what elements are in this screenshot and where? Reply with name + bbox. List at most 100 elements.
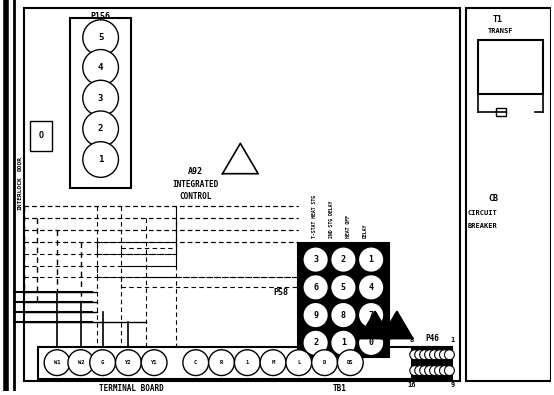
Polygon shape <box>359 312 391 339</box>
Circle shape <box>358 330 384 356</box>
Bar <box>367 265 381 304</box>
Polygon shape <box>223 143 258 174</box>
Text: D: D <box>323 360 326 365</box>
Bar <box>307 265 321 304</box>
Text: 3: 3 <box>352 311 356 316</box>
Circle shape <box>141 350 167 376</box>
Bar <box>24 8 460 382</box>
Bar <box>70 18 131 188</box>
Circle shape <box>303 302 329 328</box>
Text: CB: CB <box>488 194 498 203</box>
Text: 1: 1 <box>368 255 373 264</box>
Text: 9: 9 <box>313 310 318 320</box>
Text: 9: 9 <box>450 382 454 388</box>
Text: L: L <box>297 360 300 365</box>
Circle shape <box>260 350 286 376</box>
Text: P46: P46 <box>425 334 439 343</box>
Text: 2: 2 <box>332 311 336 316</box>
Circle shape <box>444 366 454 376</box>
Text: CIRCUIT: CIRCUIT <box>467 210 497 216</box>
Text: TB1: TB1 <box>332 384 346 393</box>
Text: 2ND STG DELAY: 2ND STG DELAY <box>329 200 334 238</box>
Bar <box>38 347 439 378</box>
Circle shape <box>234 350 260 376</box>
Text: 2: 2 <box>341 255 346 264</box>
Text: 0: 0 <box>368 339 373 347</box>
Text: 2: 2 <box>98 124 103 133</box>
Text: 16: 16 <box>408 382 416 388</box>
Circle shape <box>358 275 384 300</box>
Text: 3: 3 <box>98 94 103 103</box>
Circle shape <box>90 350 115 376</box>
Text: INTERLOCK: INTERLOCK <box>18 176 23 210</box>
Text: DELAY: DELAY <box>363 224 368 238</box>
Circle shape <box>429 366 439 376</box>
Circle shape <box>358 302 384 328</box>
Circle shape <box>303 247 329 273</box>
Circle shape <box>83 111 119 147</box>
Text: 4: 4 <box>98 63 103 72</box>
Text: 1: 1 <box>450 337 454 343</box>
Circle shape <box>183 350 209 376</box>
Circle shape <box>331 247 356 273</box>
Text: 8: 8 <box>341 310 346 320</box>
Bar <box>412 347 453 378</box>
Circle shape <box>331 302 356 328</box>
Circle shape <box>303 330 329 356</box>
Circle shape <box>410 350 420 360</box>
Circle shape <box>286 350 312 376</box>
Text: T-STAT HEAT STG: T-STAT HEAT STG <box>312 195 317 238</box>
Text: 2: 2 <box>313 339 318 347</box>
Circle shape <box>44 350 70 376</box>
Circle shape <box>83 49 119 85</box>
Circle shape <box>429 350 439 360</box>
Text: W2: W2 <box>78 360 84 365</box>
Circle shape <box>331 330 356 356</box>
Text: C: C <box>194 360 197 365</box>
Text: 2: 2 <box>395 324 398 329</box>
Bar <box>300 263 387 307</box>
Bar <box>496 108 506 116</box>
Circle shape <box>68 350 94 376</box>
Text: BREAKER: BREAKER <box>467 223 497 229</box>
Text: 1: 1 <box>98 155 103 164</box>
Circle shape <box>312 350 337 376</box>
Text: 1: 1 <box>245 360 249 365</box>
Circle shape <box>115 350 141 376</box>
Circle shape <box>358 247 384 273</box>
Circle shape <box>424 350 434 360</box>
Text: 7: 7 <box>368 310 373 320</box>
Text: W1: W1 <box>54 360 60 365</box>
Circle shape <box>444 350 454 360</box>
Text: TERMINAL BOARD: TERMINAL BOARD <box>99 384 164 393</box>
Bar <box>30 121 52 150</box>
Text: HEAT OFF: HEAT OFF <box>346 215 351 238</box>
Text: CONTROL: CONTROL <box>179 192 212 201</box>
Text: TRANSF: TRANSF <box>488 28 514 34</box>
Text: 1: 1 <box>341 339 346 347</box>
Text: R: R <box>220 360 223 365</box>
Circle shape <box>420 350 429 360</box>
Text: A92: A92 <box>188 167 203 177</box>
Circle shape <box>439 350 449 360</box>
Text: 3: 3 <box>313 255 318 264</box>
Text: 8: 8 <box>409 337 414 343</box>
Text: P156: P156 <box>91 12 111 21</box>
Text: Y1: Y1 <box>151 360 157 365</box>
Text: DOOR: DOOR <box>18 156 23 171</box>
Circle shape <box>420 366 429 376</box>
Text: 5: 5 <box>341 283 346 292</box>
Text: Y2: Y2 <box>125 360 132 365</box>
Bar <box>466 8 551 382</box>
Circle shape <box>303 275 329 300</box>
Circle shape <box>439 366 449 376</box>
Text: DS: DS <box>347 360 353 365</box>
Polygon shape <box>381 312 413 339</box>
Text: 4: 4 <box>368 283 373 292</box>
Circle shape <box>209 350 234 376</box>
Circle shape <box>424 366 434 376</box>
Text: G: G <box>101 360 104 365</box>
Circle shape <box>83 20 119 55</box>
Bar <box>478 40 542 94</box>
Circle shape <box>415 350 424 360</box>
